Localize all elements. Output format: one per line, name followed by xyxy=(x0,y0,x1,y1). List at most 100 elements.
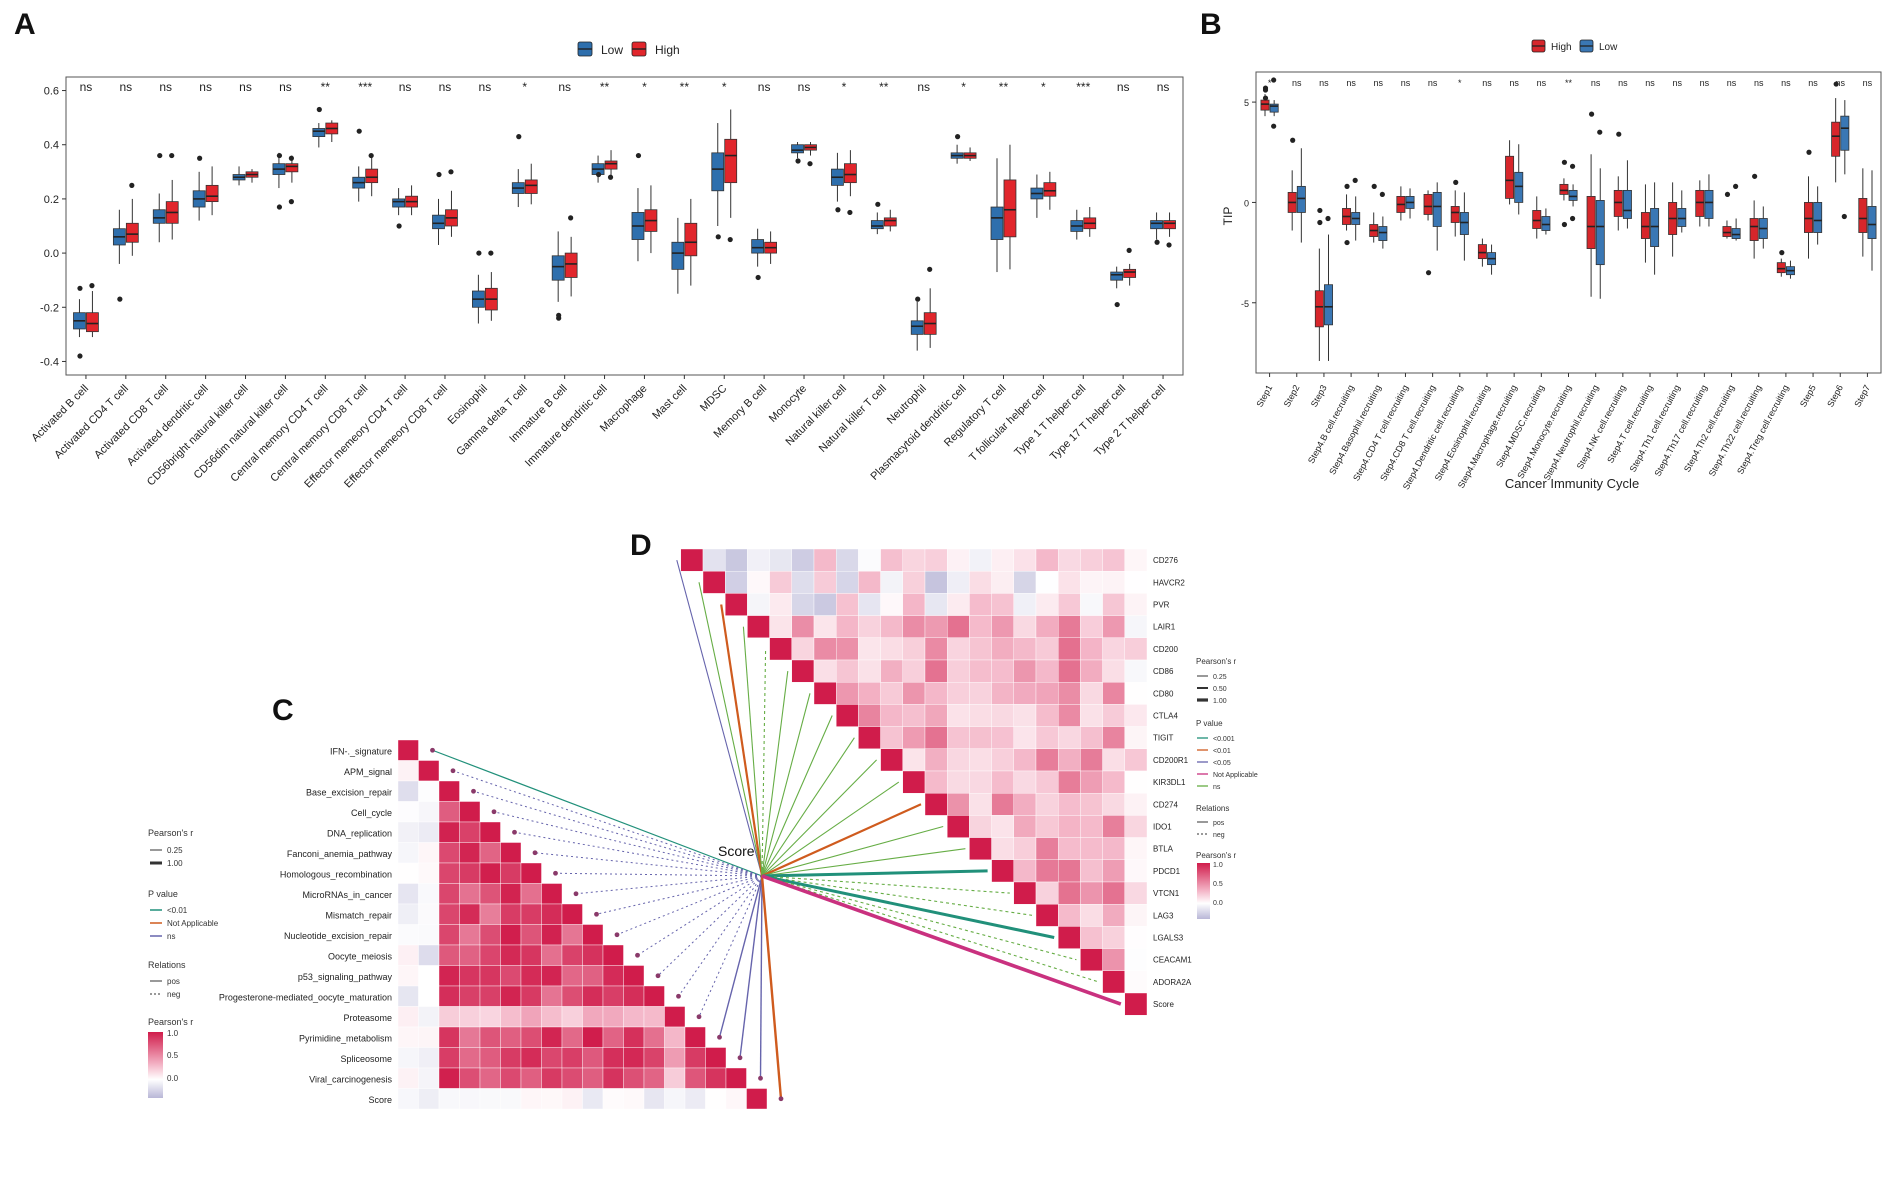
heat-cell xyxy=(541,1006,563,1028)
heat-cell xyxy=(1124,637,1148,661)
heat-cell xyxy=(541,1026,563,1048)
heat-cell xyxy=(880,615,903,638)
heat-cell xyxy=(991,704,1014,727)
significance-label: ns xyxy=(1591,78,1601,88)
outlier-point xyxy=(1724,191,1731,198)
row-label: Fanconi_anemia_pathway xyxy=(287,849,393,859)
heat-cell xyxy=(500,1006,522,1028)
heat-cell xyxy=(947,770,970,794)
heat-cell xyxy=(684,1067,706,1089)
heat-cell xyxy=(684,1047,706,1069)
heat-cell xyxy=(602,1047,624,1069)
panel-d-heatmap: CD276 HAVCR2 PVR LAIR1 CD200 CD86 CD80 CTLA4 TIG… xyxy=(676,548,1192,1016)
heat-cell xyxy=(1013,859,1037,883)
heat-cell xyxy=(397,739,419,761)
heat-cell xyxy=(725,1088,747,1110)
outlier-point xyxy=(448,169,454,175)
heat-cell xyxy=(1013,881,1037,905)
heat-cell xyxy=(500,862,522,884)
connector-line xyxy=(473,790,763,877)
row-label: Progesterone-mediated_oocyte_maturation xyxy=(219,992,392,1002)
heat-cell xyxy=(969,615,992,638)
heat-cell xyxy=(1035,704,1059,727)
heat-cell xyxy=(769,593,792,616)
heat-cell xyxy=(602,1026,624,1048)
heat-cell xyxy=(947,593,970,616)
heat-cell xyxy=(1035,859,1059,883)
heat-cell xyxy=(418,760,440,782)
legend-d-pvalue-4: ns xyxy=(1213,784,1221,791)
heat-cell xyxy=(500,985,522,1007)
heat-cell xyxy=(479,842,501,864)
connector-line xyxy=(761,869,988,878)
box-low xyxy=(990,206,1004,240)
outlier-point xyxy=(1561,159,1568,165)
heat-cell xyxy=(602,1088,624,1110)
heat-cell xyxy=(1057,837,1081,860)
x-tick-label: Mast cell xyxy=(650,383,689,422)
heat-cell xyxy=(459,862,481,884)
heat-cell xyxy=(769,548,792,572)
x-tick-label: Step3 xyxy=(1309,383,1329,408)
legend-d-width-1: 0.50 xyxy=(1213,686,1227,693)
significance-label: ns xyxy=(1672,78,1682,88)
heat-cell xyxy=(969,770,992,794)
connector-dot xyxy=(737,1055,743,1061)
heat-cell xyxy=(500,842,522,864)
heat-cell xyxy=(602,1006,624,1028)
outlier-point xyxy=(835,207,841,213)
heat-cell xyxy=(1057,704,1081,727)
row-label: CTLA4 xyxy=(1153,712,1178,721)
heat-cell xyxy=(1102,815,1125,838)
row-label: Spliceosome xyxy=(340,1054,392,1064)
legend-d: Pearson's r 0.25 0.50 1.00 P value <0.00… xyxy=(1196,657,1258,919)
significance-label: ns xyxy=(1509,78,1519,88)
heat-cell xyxy=(438,1067,460,1089)
heat-cell xyxy=(705,1047,727,1069)
box-low xyxy=(152,209,166,224)
outlier-point xyxy=(1262,85,1269,91)
heat-cell xyxy=(769,637,792,661)
outlier-point xyxy=(915,296,921,302)
box-low xyxy=(392,198,405,208)
row-label: HAVCR2 xyxy=(1153,578,1185,587)
heat-cell xyxy=(1080,837,1103,860)
panel-c-heatmap: IFN-._signature APM_signal Base_excision_r… xyxy=(219,739,784,1110)
heat-cell xyxy=(664,1026,686,1048)
heat-cell xyxy=(924,704,948,727)
heat-cell xyxy=(397,883,419,905)
heat-cell xyxy=(1124,837,1148,860)
box-low xyxy=(1378,226,1388,241)
heat-cell xyxy=(1035,682,1059,705)
heat-cell xyxy=(813,571,837,594)
heat-cell xyxy=(702,548,726,572)
heat-cell xyxy=(459,821,481,843)
x-tick-label: T follicular helper cell xyxy=(967,383,1048,464)
heat-cell xyxy=(397,801,419,823)
heat-cell xyxy=(479,944,501,966)
row-label: LAG3 xyxy=(1153,911,1174,920)
panel-label-b: B xyxy=(1200,8,1222,41)
heat-cell xyxy=(991,859,1014,883)
connector-line xyxy=(761,825,944,877)
row-label: CD274 xyxy=(1153,800,1178,809)
heat-cell xyxy=(520,985,542,1007)
box-high xyxy=(365,168,379,184)
heat-cell xyxy=(520,883,542,905)
heat-cell xyxy=(500,1047,522,1069)
x-tick-label: Step4.Basophil.recruiting xyxy=(1327,383,1383,476)
significance-label: ns xyxy=(1700,78,1710,88)
heat-cell xyxy=(902,704,926,727)
y-tick-label: 0.2 xyxy=(44,194,59,206)
heat-cell xyxy=(520,903,542,925)
heat-cell xyxy=(643,985,665,1007)
heat-cell xyxy=(924,726,948,749)
heat-cell xyxy=(1057,726,1081,749)
box-low xyxy=(1269,103,1279,113)
box-low xyxy=(1650,208,1660,247)
heat-cell xyxy=(438,1088,460,1110)
outlier-point xyxy=(1166,242,1172,248)
heat-cell xyxy=(725,571,748,594)
significance-label: * xyxy=(961,80,966,94)
row-label: Nucleotide_excision_repair xyxy=(284,931,392,941)
